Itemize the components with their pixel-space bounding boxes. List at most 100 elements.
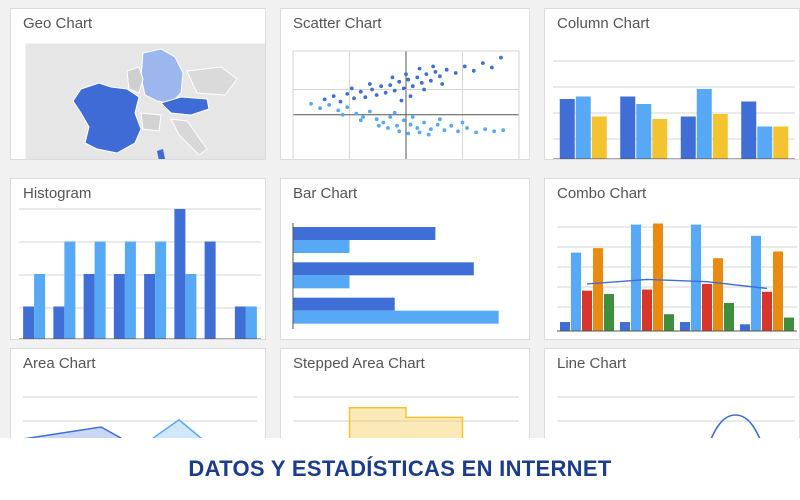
area-line-s0 — [24, 426, 123, 438]
column-bar-s1-c2 — [696, 89, 712, 159]
scatter-point-s0-17 — [415, 75, 420, 80]
histogram-bar-s0-c4 — [144, 274, 156, 339]
stepped-area-chart-card[interactable]: Stepped Area Chart — [280, 348, 530, 438]
bar-chart-title: Bar Chart — [293, 185, 358, 202]
scatter-point-s0-30 — [390, 75, 395, 80]
scatter-point-s1-33 — [340, 112, 345, 117]
histogram-bar-s1-c4 — [155, 241, 167, 339]
scatter-point-s1-28 — [406, 131, 411, 136]
scatter-point-s0-27 — [480, 61, 485, 65]
combo-bar-s0-c2 — [680, 322, 690, 331]
column-bar-s1-c3 — [757, 126, 773, 159]
scatter-point-s0-35 — [349, 86, 354, 91]
histogram-chart — [19, 208, 261, 339]
scatter-point-s1-36 — [438, 117, 442, 122]
stepped-area-s0 — [348, 407, 464, 438]
scatter-point-s0-0 — [322, 97, 327, 102]
scatter-chart-card[interactable]: Scatter Chart — [280, 8, 530, 160]
scatter-point-s1-0 — [309, 101, 313, 106]
scatter-point-s1-34 — [410, 115, 415, 119]
combo-bar-s2-c0 — [582, 290, 592, 331]
combo-bar-s4-c1 — [664, 314, 674, 331]
bar-bar-s0-c0 — [293, 227, 436, 240]
stepped-area-chart-title: Stepped Area Chart — [293, 355, 425, 372]
scatter-point-s0-31 — [404, 72, 408, 76]
column-bar-s1-c0 — [575, 96, 591, 159]
scatter-point-s0-14 — [401, 86, 406, 91]
combo-bar-s1-c2 — [691, 224, 701, 331]
scatter-point-s0-37 — [399, 98, 404, 103]
scatter-point-s1-5 — [354, 111, 359, 116]
histogram-card[interactable]: Histogram — [10, 178, 266, 340]
combo-bar-s4-c3 — [784, 317, 794, 331]
combo-chart-card[interactable]: Combo Chart — [544, 178, 800, 340]
scatter-point-s1-17 — [435, 122, 440, 127]
column-bar-s0-c0 — [559, 99, 575, 159]
scatter-point-s1-37 — [460, 120, 465, 125]
scatter-point-s1-7 — [367, 109, 372, 114]
histogram-bar-s1-c1 — [64, 241, 76, 339]
combo-chart-title: Combo Chart — [557, 185, 647, 202]
scatter-point-s0-2 — [338, 99, 343, 104]
combo-bar-s3-c0 — [593, 248, 603, 331]
geo-chart — [24, 42, 265, 159]
combo-bar-s3-c2 — [713, 258, 723, 331]
scatter-point-s0-23 — [444, 67, 449, 72]
line-chart — [557, 396, 795, 438]
combo-bar-s3-c1 — [653, 223, 663, 331]
scatter-point-s0-26 — [471, 68, 476, 73]
histogram-bar-s1-c5 — [185, 274, 197, 339]
scatter-point-s0-5 — [358, 89, 363, 94]
scatter-point-s1-15 — [422, 120, 426, 125]
geo-neighbor-italy — [170, 118, 208, 156]
scatter-point-s1-3 — [336, 108, 341, 113]
chart-gallery: Geo Chart Scatter Chart Column Chart His… — [0, 0, 800, 438]
column-chart-title: Column Chart — [557, 15, 650, 32]
scatter-point-s0-22 — [438, 74, 442, 79]
combo-chart — [557, 223, 797, 332]
histogram-bar-s0-c0 — [23, 306, 35, 339]
scatter-point-s0-3 — [345, 92, 350, 96]
column-chart — [553, 60, 795, 159]
line-chart-card[interactable]: Line Chart — [544, 348, 800, 438]
combo-bar-s2-c1 — [642, 289, 652, 331]
stepped-area-chart — [293, 396, 519, 438]
column-chart-card[interactable]: Column Chart — [544, 8, 800, 160]
bar-chart-card[interactable]: Bar Chart — [280, 178, 530, 340]
histogram-bar-s0-c2 — [83, 274, 95, 339]
column-bar-s2-c2 — [712, 114, 728, 159]
page-caption: DATOS Y ESTADÍSTICAS EN INTERNET — [188, 456, 612, 481]
scatter-chart-title: Scatter Chart — [293, 15, 382, 32]
scatter-point-s0-24 — [453, 71, 458, 75]
scatter-point-s0-29 — [499, 55, 503, 60]
scatter-point-s0-1 — [331, 94, 336, 98]
scatter-point-s1-12 — [401, 118, 406, 123]
bar-bar-s0-c2 — [293, 297, 395, 311]
scatter-point-s1-31 — [376, 123, 381, 128]
scatter-point-s0-6 — [363, 95, 368, 100]
caption-bar: DATOS Y ESTADÍSTICAS EN INTERNET — [0, 438, 800, 500]
area-chart-title: Area Chart — [23, 355, 96, 372]
geo-chart-card[interactable]: Geo Chart — [10, 8, 266, 160]
scatter-point-s0-18 — [419, 81, 424, 85]
histogram-bar-s0-c5 — [174, 209, 186, 339]
scatter-point-s1-4 — [345, 105, 350, 109]
scatter-point-s0-10 — [383, 90, 388, 95]
bar-bar-s1-c2 — [293, 310, 499, 324]
scatter-point-s1-8 — [374, 117, 379, 122]
combo-bar-s0-c1 — [620, 322, 630, 331]
scatter-point-s1-20 — [456, 129, 460, 134]
geo-neighbor-benelux — [126, 66, 144, 94]
area-chart — [23, 396, 257, 438]
scatter-point-s0-7 — [370, 87, 374, 92]
scatter-point-s1-2 — [327, 103, 332, 107]
histogram-bar-s1-c0 — [34, 274, 46, 339]
area-chart-card[interactable]: Area Chart — [10, 348, 266, 438]
geo-neighbor-switzerland — [140, 112, 162, 132]
combo-bar-s1-c3 — [751, 235, 761, 331]
combo-bar-s1-c1 — [631, 224, 641, 331]
geo-neighbor-east — [186, 66, 238, 96]
bar-bar-s0-c1 — [293, 262, 474, 276]
scatter-point-s0-38 — [422, 87, 426, 92]
combo-bar-s2-c3 — [762, 291, 772, 331]
